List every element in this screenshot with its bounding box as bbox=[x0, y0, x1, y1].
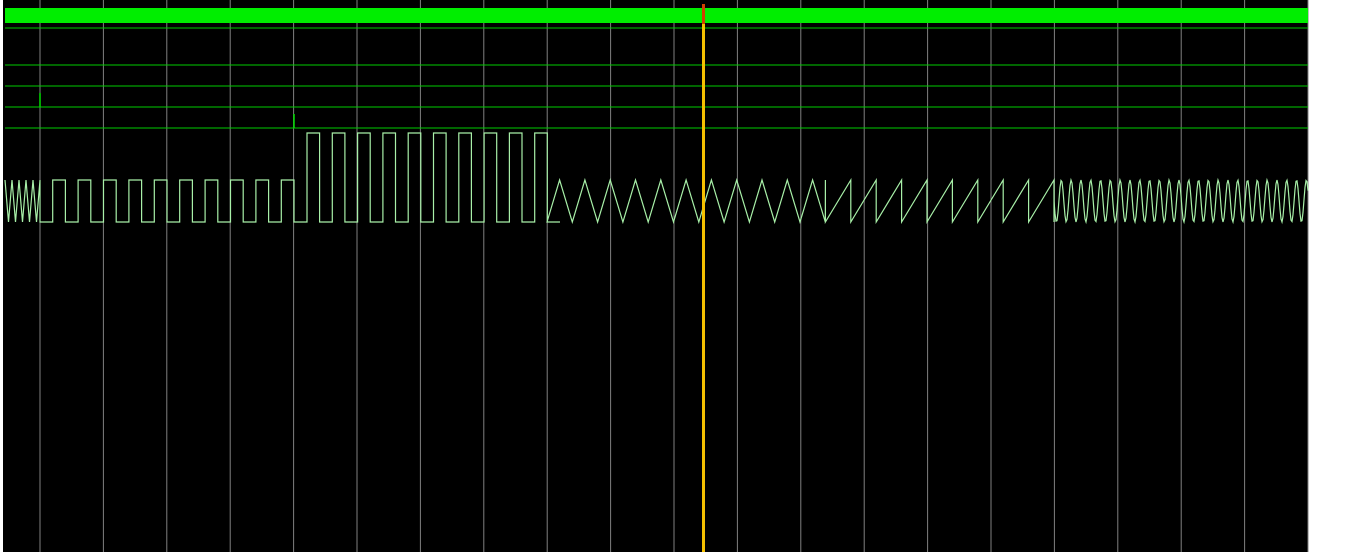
signal-baselines bbox=[5, 27, 1308, 129]
cursor[interactable] bbox=[702, 4, 705, 552]
analog-signal bbox=[4, 132, 1309, 225]
grid bbox=[39, 0, 1309, 552]
cursor-handle[interactable] bbox=[702, 4, 705, 24]
bus-bar bbox=[5, 8, 1308, 23]
wave-area bbox=[3, 0, 1308, 552]
